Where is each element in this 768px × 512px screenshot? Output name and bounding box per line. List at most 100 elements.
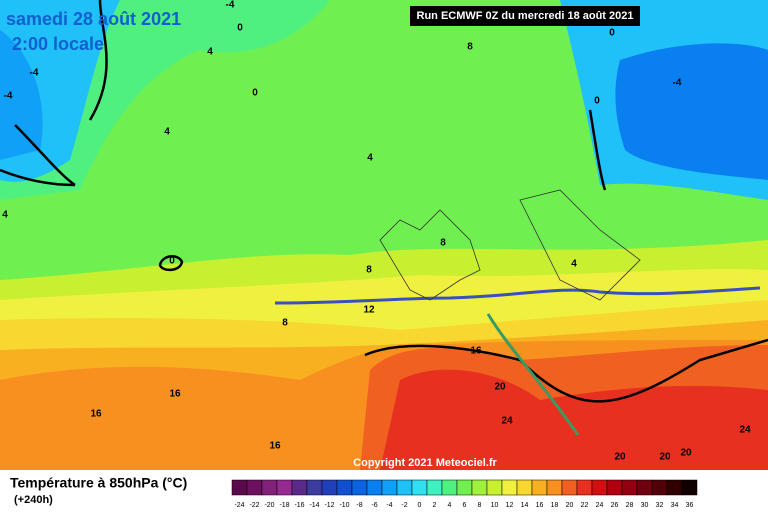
colorbar-swatch [426,479,443,496]
ridge-line [486,313,580,436]
contour-label: 4 [2,210,8,221]
colorbar-swatch [396,479,413,496]
map-subtitle: 2:00 locale [12,34,104,54]
contour-label: 24 [739,425,751,436]
colorbar-swatch [276,479,293,496]
colorbar-label: 18 [551,502,559,509]
colorbar-label: 34 [671,502,679,509]
colorbar-label: 10 [491,502,499,509]
hot-core [380,369,768,470]
colorbar-label: 12 [506,502,514,509]
colorbar-label: -6 [371,502,377,509]
colorbar-swatch [291,479,308,496]
colorbar-label: 22 [581,502,589,509]
colorbar-label: 4 [448,502,452,509]
contour-label: 0 [169,256,175,267]
colorbar-swatch [456,479,473,496]
colorbar-swatch [591,479,608,496]
legend-lead: (+240h) [14,494,53,506]
colorbar-swatch [651,479,668,496]
contour-label: -4 [226,0,235,11]
contour-label: -4 [673,78,682,89]
contour-label: -4 [30,68,39,79]
colorbar-swatch [621,479,638,496]
contour-label: 0 [594,96,600,107]
colorbar-label: 36 [686,502,694,509]
colorbar-label: 8 [478,502,482,509]
colorbar-swatch [471,479,488,496]
colorbar-label: 2 [433,502,437,509]
colorbar-swatch [336,479,353,496]
colorbar-swatch [321,479,338,496]
colorbar-swatch [501,479,518,496]
colorbar-swatch [306,479,323,496]
colorbar-label: -20 [264,502,274,509]
colorbar-swatch [351,479,368,496]
map-title: samedi 28 août 2021 [6,9,181,29]
colorbar-label: -22 [249,502,259,509]
contour-label: 4 [164,127,170,138]
contour-label: 16 [269,441,281,452]
cold-core [0,30,43,160]
colorbar-swatch [531,479,548,496]
colorbar-label: 28 [626,502,634,509]
colorbar-swatch [486,479,503,496]
colorbar-label: 32 [656,502,664,509]
colorbar-swatch [381,479,398,496]
contour-label: 0 [252,88,258,99]
legend-title: Température à 850hPa (°C) [10,475,187,491]
contour-label: 8 [366,265,372,276]
contour-label: 16 [90,409,102,420]
contour-label: 16 [470,346,482,357]
colorbar-swatch [546,479,563,496]
colorbar-label: 16 [536,502,544,509]
colorbar-label: 6 [463,502,467,509]
colorbar-label: -10 [339,502,349,509]
colorbar-swatch [441,479,458,496]
contour-label: 20 [494,382,506,393]
contour-label: 0 [609,28,615,39]
colorbar-label: -18 [279,502,289,509]
copyright: Copyright 2021 Meteociel.fr [353,457,497,469]
contour-label: 16 [169,389,181,400]
colorbar-swatch [636,479,653,496]
contour-label: 0 [237,23,243,34]
colorbar-label: -14 [309,502,319,509]
contour-label: 20 [659,452,671,463]
colorbar-label: -8 [356,502,362,509]
contour-label: 4 [571,259,577,270]
colorbar-label: 26 [611,502,619,509]
colorbar-label: -2 [401,502,407,509]
contour-label: 24 [501,416,513,427]
colorbar-label: 20 [566,502,574,509]
contour-label: 8 [282,318,288,329]
colorbar-swatch [411,479,428,496]
contour-label: 20 [614,452,626,463]
contour-label: 12 [363,305,375,316]
colorbar-swatch [246,479,263,496]
colorbar-label: 30 [641,502,649,509]
colorbar-swatch [576,479,593,496]
colorbar-swatch [366,479,383,496]
colorbar-swatch [516,479,533,496]
map [0,0,768,470]
colorbar-label: 24 [596,502,604,509]
colorbar-swatch [231,479,248,496]
colorbar-swatch [666,479,683,496]
contour-label: 4 [207,47,213,58]
colorbar-swatch [261,479,278,496]
colorbar-label: -24 [234,502,244,509]
colorbar-swatch [606,479,623,496]
colorbar-label: -12 [324,502,334,509]
coastline [379,189,641,301]
trough-line [274,286,761,305]
colorbar-label: 14 [521,502,529,509]
colorbar-swatch [561,479,578,496]
colorbar-label: -16 [294,502,304,509]
colorbar-label: -4 [386,502,392,509]
contour-label: 8 [440,238,446,249]
colorbar-label: 0 [418,502,422,509]
contour-label: -4 [4,91,13,102]
contour-label: 8 [467,42,473,53]
